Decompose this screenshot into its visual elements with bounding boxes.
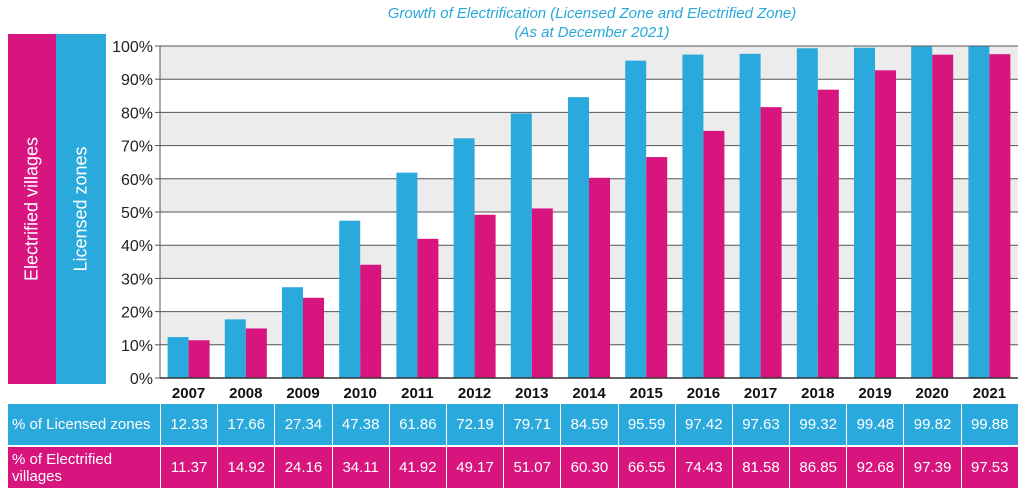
y-tick-label: 20% [121,305,153,322]
licensed-bar-2016 [682,54,704,378]
y-tick-label: 50% [121,205,153,222]
y-tick-label: 40% [121,238,153,255]
y-tick-label: 100% [112,39,153,56]
licensed-zones-header: % of Licensed zones [12,416,151,433]
electrified-value-cell: 97.53 [960,447,1018,488]
electrified-value-cell: 60.30 [560,447,617,488]
electrified-value-cell: 34.11 [331,447,389,488]
electrified-bar-2020 [932,54,954,379]
legend-electrified-villages: Electrified villages [8,34,56,384]
licensed-value-cell: 99.88 [960,404,1018,445]
x-tick-label: 2011 [401,385,434,402]
licensed-value-cell: 99.48 [846,404,903,445]
licensed-bar-2013 [510,113,532,379]
licensed-value-cell: 12.33 [160,404,217,445]
legend-licensed-zones: Licensed zones [56,34,106,384]
licensed-bar-2009 [282,287,303,378]
licensed-value-cell: 95.59 [617,404,675,445]
x-tick-label: 2014 [572,385,606,402]
licensed-value-cell: 99.32 [789,404,846,445]
licensed-bar-2011 [396,172,418,378]
licensed-value-cell: 79.71 [503,404,560,445]
electrified-value-cell: 92.68 [846,447,903,488]
electrified-value-cell: 51.07 [503,447,560,488]
y-tick-label: 10% [121,338,153,355]
x-tick-label: 2009 [286,385,319,402]
electrified-value-cell: 97.39 [903,447,960,488]
licensed-value-cell: 99.82 [903,404,960,445]
x-tick-label: 2010 [344,385,377,402]
licensed-bar-2015 [625,60,647,378]
electrified-value-cell: 49.17 [445,447,503,488]
y-tick-label: 80% [121,105,153,122]
x-tick-label: 2018 [801,385,834,402]
x-tick-label: 2017 [744,385,777,402]
chart-subtitle: (As at December 2021) [514,24,670,41]
x-tick-label: 2012 [458,385,491,402]
licensed-bar-2020 [911,46,933,379]
electrified-bar-2007 [188,340,210,378]
x-tick-label: 2019 [858,385,891,402]
electrified-bar-2008 [245,328,267,378]
electrified-value-cell: 66.55 [617,447,675,488]
licensed-value-cell: 72.19 [445,404,503,445]
licensed-value-cell: 97.63 [731,404,789,445]
electrified-bar-2013 [531,208,553,378]
licensed-value-cell: 17.66 [217,404,274,445]
licensed-bar-2010 [339,220,361,378]
electrified-bar-2011 [417,238,439,378]
y-tick-label: 70% [121,139,153,156]
electrified-bar-2009 [303,297,324,378]
licensed-value-cell: 97.42 [674,404,732,445]
licensed-bar-2017 [739,53,761,378]
licensed-bar-2008 [224,319,246,378]
electrified-bar-2019 [875,70,896,378]
y-tick-label: 60% [121,172,153,189]
licensed-bar-2012 [453,138,475,378]
x-tick-label: 2020 [916,385,949,402]
electrified-value-cell: 74.43 [674,447,732,488]
electrified-villages-row: % of Electrified villages 11.37 14.92 24.1… [8,447,1018,488]
y-tick-label: 0% [130,371,153,388]
x-tick-label: 2007 [172,385,205,402]
licensed-bar-2019 [854,47,875,378]
electrified-villages-header: % of Electrified villages [12,450,113,485]
electrified-value-cell: 81.58 [731,447,789,488]
x-tick-label: 2015 [630,385,663,402]
x-tick-label: 2021 [973,385,1006,402]
electrified-value-cell: 41.92 [388,447,446,488]
electrified-bar-2015 [646,157,668,378]
chart-title: Growth of Electrification (Licensed Zone… [387,5,797,22]
bar-chart: 0% 10% 20% 30% 40% 50% 60% 70% 80% 90% 100% 2007 200… [112,39,1018,402]
electrified-bar-2014 [589,177,610,378]
electrified-bar-2016 [703,130,725,378]
x-tick-label: 2008 [229,385,262,402]
licensed-bar-2018 [796,48,818,378]
licensed-zones-row: % of Licensed zones 12.33 17.66 27.34 47.38… [8,404,1018,445]
electrified-bar-2021 [989,54,1011,378]
electrified-bar-2010 [360,264,382,378]
electrified-value-cell: 11.37 [160,447,217,488]
electrified-value-cell: 86.85 [789,447,846,488]
x-tick-label: 2016 [687,385,720,402]
licensed-value-cell: 84.59 [560,404,617,445]
x-tick-label: 2013 [515,385,548,402]
electrified-bar-2012 [474,214,496,378]
licensed-bar-2007 [167,337,189,378]
electrified-bar-2017 [760,107,782,378]
electrified-bar-2018 [817,89,839,379]
licensed-bar-2014 [568,97,589,379]
y-tick-label: 30% [121,271,153,288]
data-table: % of Licensed zones 12.33 17.66 27.34 47.38… [8,404,1018,488]
electrified-value-cell: 24.16 [274,447,331,488]
licensed-bar-2021 [968,46,990,378]
y-tick-label: 90% [121,72,153,89]
licensed-value-cell: 61.86 [388,404,446,445]
licensed-value-cell: 27.34 [274,404,331,445]
electrified-value-cell: 14.92 [217,447,274,488]
licensed-value-cell: 47.38 [331,404,389,445]
